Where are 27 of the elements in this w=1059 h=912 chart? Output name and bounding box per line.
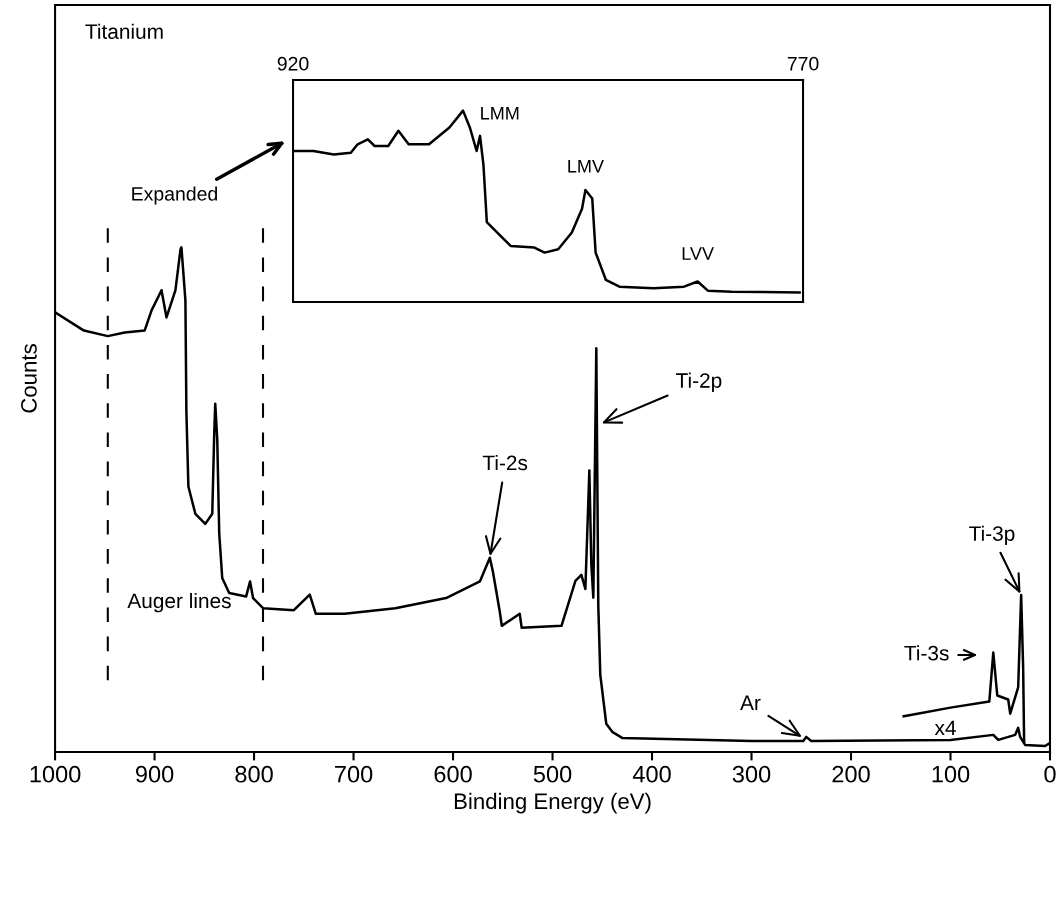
- text: Titanium: [85, 23, 163, 39]
- x-tick-label: 200: [832, 765, 870, 783]
- x-tick-label: 300: [732, 765, 771, 783]
- annotation: Ti-3p: [969, 525, 1015, 546]
- x-tick-label: 700: [335, 765, 373, 783]
- x-tick-label: 1000: [30, 765, 81, 783]
- annotation: Ti-3s: [904, 645, 949, 661]
- x-tick-label: 0: [1044, 765, 1056, 783]
- x-tick-label: 500: [533, 765, 572, 783]
- x-tick-label: 600: [434, 765, 472, 783]
- text: Expanded: [132, 186, 217, 205]
- annotation: LVV: [682, 247, 714, 260]
- annotation: Ti-2p: [676, 372, 722, 392]
- annotation: Auger lines: [127, 592, 231, 613]
- x-tick-label: 800: [235, 765, 273, 783]
- annotation: LMV: [568, 160, 604, 173]
- x-tick-label: 900: [135, 765, 174, 783]
- x-tick-label: 100: [932, 765, 970, 783]
- y-axis-title: Counts: [21, 344, 37, 413]
- annotation: Ar: [740, 695, 761, 710]
- annotation: Ti-2s: [482, 454, 528, 471]
- x-axis-title: Binding Energy (eV): [454, 792, 651, 814]
- x-tick-label: 400: [632, 765, 671, 783]
- x-tick-label: 920: [277, 56, 309, 71]
- x-tick-label: 770: [787, 56, 819, 71]
- annotation: LMM: [481, 107, 519, 120]
- annotation: x4: [934, 720, 956, 736]
